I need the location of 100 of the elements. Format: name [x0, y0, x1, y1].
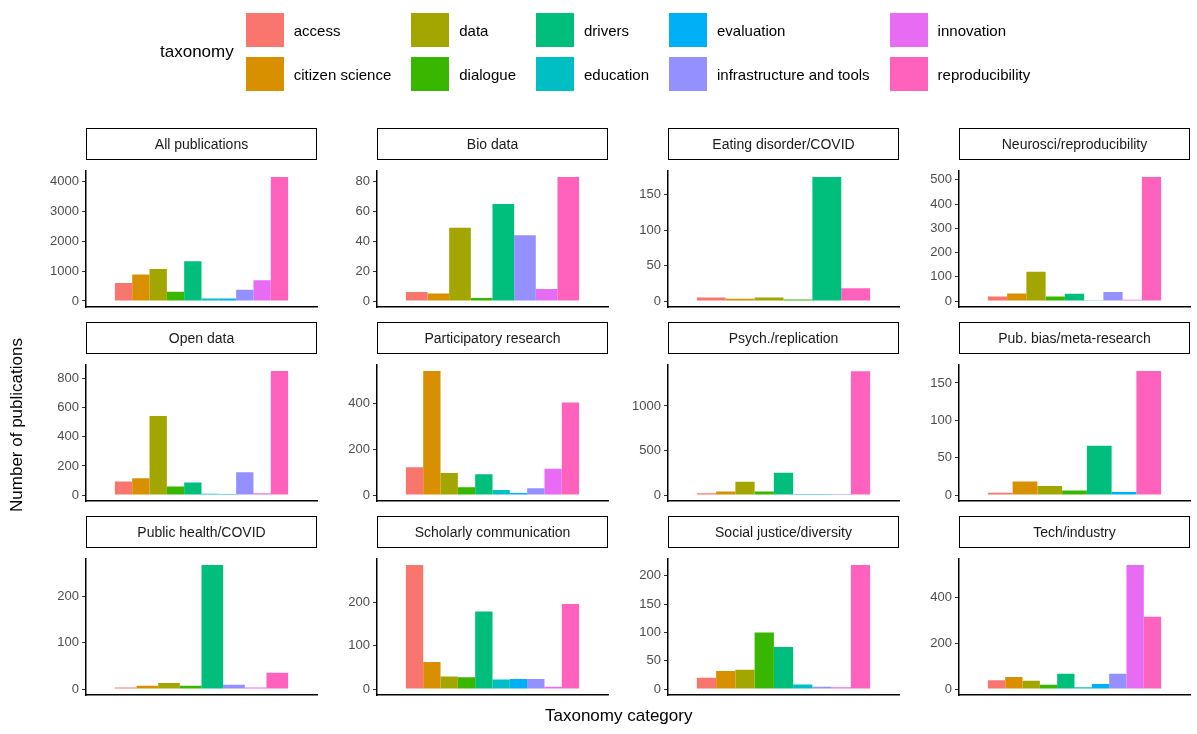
chart-title: Tech/industry: [959, 516, 1190, 548]
bar: [492, 679, 510, 689]
y-tick-label: 200: [348, 593, 370, 609]
chart-title: All publications: [86, 128, 317, 160]
legend-title: taxonomy: [160, 42, 234, 62]
bar: [270, 371, 289, 495]
y-tick-label: 40: [355, 232, 370, 248]
bar: [812, 177, 842, 301]
chart-title: Scholarly communication: [377, 516, 608, 548]
y-tick-label: 4000: [50, 173, 79, 189]
y-tick-label: 50: [646, 652, 661, 668]
chart-title: Social justice/diversity: [668, 516, 899, 548]
bar: [114, 283, 133, 301]
bar: [427, 293, 450, 301]
bar: [535, 289, 558, 301]
bar: [1022, 680, 1040, 689]
bar: [557, 177, 580, 301]
bar: [1141, 177, 1162, 301]
bar: [1064, 293, 1085, 301]
bar: [405, 292, 428, 301]
y-tick-label: 1000: [50, 262, 79, 278]
bar: [1062, 490, 1087, 495]
y-tick-label: 200: [639, 567, 661, 583]
legend-label: citizen science: [293, 65, 392, 83]
legend-label: reproducibility: [937, 65, 1031, 83]
bar: [270, 177, 289, 301]
y-tick-label: 0: [362, 680, 370, 696]
bar: [735, 481, 755, 495]
legend-label: dialogue: [459, 65, 516, 83]
y-tick-label: 400: [348, 394, 370, 410]
bar: [132, 478, 150, 495]
bar: [1007, 293, 1027, 301]
chart-title: Public health/COVID: [86, 516, 317, 548]
bar: [716, 491, 736, 495]
y-tick-label: 2000: [50, 232, 79, 248]
bar: [201, 565, 224, 689]
y-tick-label: 200: [930, 244, 952, 260]
y-tick-label: 200: [57, 588, 79, 604]
y-tick-label: 150: [639, 595, 661, 611]
bar: [841, 288, 871, 301]
chart-title: Open data: [86, 322, 317, 354]
y-tick-label: 20: [355, 262, 370, 278]
y-tick-label: 100: [639, 623, 661, 639]
bar: [1136, 371, 1162, 495]
y-tick-label: 100: [930, 411, 952, 427]
bar: [1045, 296, 1065, 301]
legend-label: evaluation: [717, 21, 786, 39]
bar: [440, 473, 458, 495]
y-tick-label: 80: [355, 173, 370, 189]
bar: [1103, 292, 1123, 301]
bar: [266, 672, 289, 689]
bar: [184, 482, 202, 495]
bar: [527, 679, 545, 689]
y-tick-label: 3000: [50, 202, 79, 218]
bar: [423, 662, 441, 689]
y-tick-label: 300: [930, 219, 952, 235]
y-tick-label: 1000: [632, 397, 661, 413]
chart-title: Bio data: [377, 128, 608, 160]
y-tick-label: 0: [944, 680, 952, 696]
legend-label: innovation: [937, 21, 1006, 39]
bar: [1005, 677, 1023, 689]
bar: [716, 670, 736, 689]
y-tick-label: 0: [944, 292, 952, 308]
y-tick-label: 150: [639, 186, 661, 202]
bar: [1039, 684, 1058, 689]
bar: [149, 415, 167, 495]
bar: [696, 677, 717, 689]
bar: [114, 481, 133, 495]
bar: [470, 298, 493, 301]
chart-title: Pub. bias/meta-research: [959, 322, 1190, 354]
y-tick-label: 600: [57, 399, 79, 415]
y-tick-label: 0: [653, 292, 661, 308]
y-tick-label: 200: [348, 440, 370, 456]
y-tick-label: 100: [639, 221, 661, 237]
y-tick-label: 0: [71, 680, 79, 696]
bar: [405, 565, 424, 689]
bar: [253, 280, 271, 301]
y-tick-label: 400: [930, 195, 952, 211]
bar: [475, 611, 493, 689]
bar: [1111, 492, 1137, 495]
bar: [475, 474, 493, 495]
bar: [236, 472, 254, 495]
bar: [158, 682, 180, 689]
chart-title: Participatory research: [377, 322, 608, 354]
y-tick-label: 50: [646, 257, 661, 273]
bar: [457, 487, 476, 495]
y-tick-label: 0: [362, 292, 370, 308]
bar: [793, 684, 813, 689]
y-tick-label: 500: [639, 442, 661, 458]
bar: [1057, 673, 1075, 689]
chart-title: Eating disorder/COVID: [668, 128, 899, 160]
bar: [1086, 445, 1112, 495]
bar: [1143, 616, 1162, 689]
y-tick-label: 800: [57, 370, 79, 386]
legend-label: access: [293, 21, 341, 39]
bar: [423, 371, 441, 495]
y-tick-label: 60: [355, 202, 370, 218]
bar: [1109, 673, 1127, 689]
y-tick-label: 0: [71, 486, 79, 502]
bar: [405, 467, 424, 495]
